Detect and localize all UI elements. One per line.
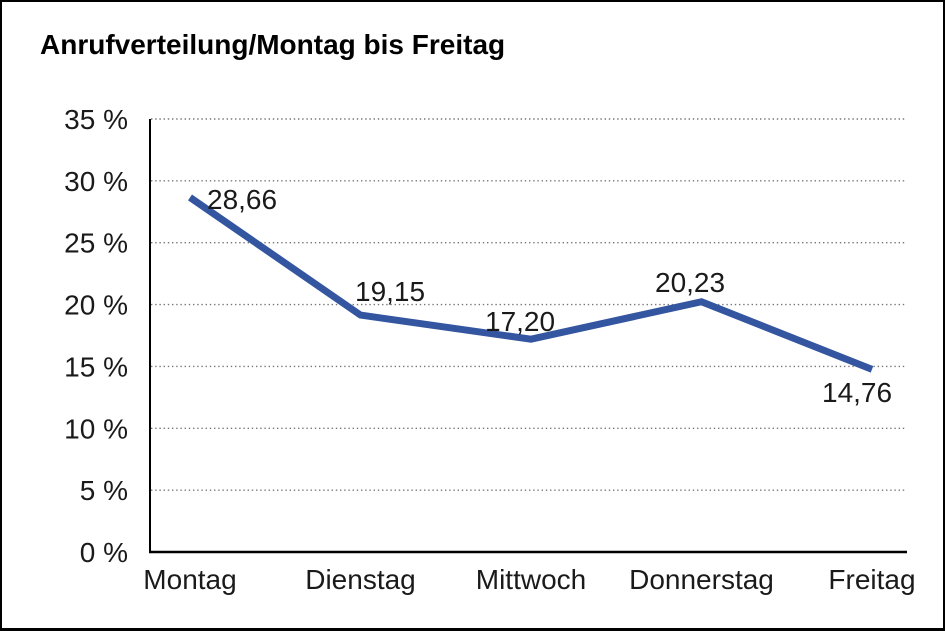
x-category-label: Montag	[143, 564, 236, 595]
x-category-label: Dienstag	[305, 564, 416, 595]
chart-title: Anrufverteilung/Montag bis Freitag	[40, 29, 506, 60]
labels: 0 % 5 % 10 % 15 % 20 % 25 % 30 % 35 % Montag Dien…	[64, 104, 915, 595]
data-point-label: 19,15	[355, 276, 425, 307]
x-category-label: Freitag	[828, 564, 915, 595]
y-tick-label: 5 %	[80, 475, 128, 506]
y-tick-label: 30 %	[64, 166, 128, 197]
x-category-label: Donnerstag	[629, 564, 774, 595]
gridlines	[151, 118, 907, 491]
y-tick-label: 25 %	[64, 228, 128, 259]
data-point-label: 20,23	[655, 267, 725, 298]
data-line	[188, 194, 874, 373]
y-tick-label: 15 %	[64, 351, 128, 382]
data-point-label: 14,76	[822, 377, 892, 408]
y-tick-label: 10 %	[64, 413, 128, 444]
data-point-label: 17,20	[485, 306, 555, 337]
y-tick-label: 35 %	[64, 104, 128, 135]
data-point-label: 28,66	[207, 184, 277, 215]
y-tick-label: 0 %	[80, 537, 128, 568]
data-series	[188, 194, 874, 373]
y-tick-label: 20 %	[64, 290, 128, 321]
axes	[149, 119, 907, 554]
x-category-label: Mittwoch	[476, 564, 586, 595]
